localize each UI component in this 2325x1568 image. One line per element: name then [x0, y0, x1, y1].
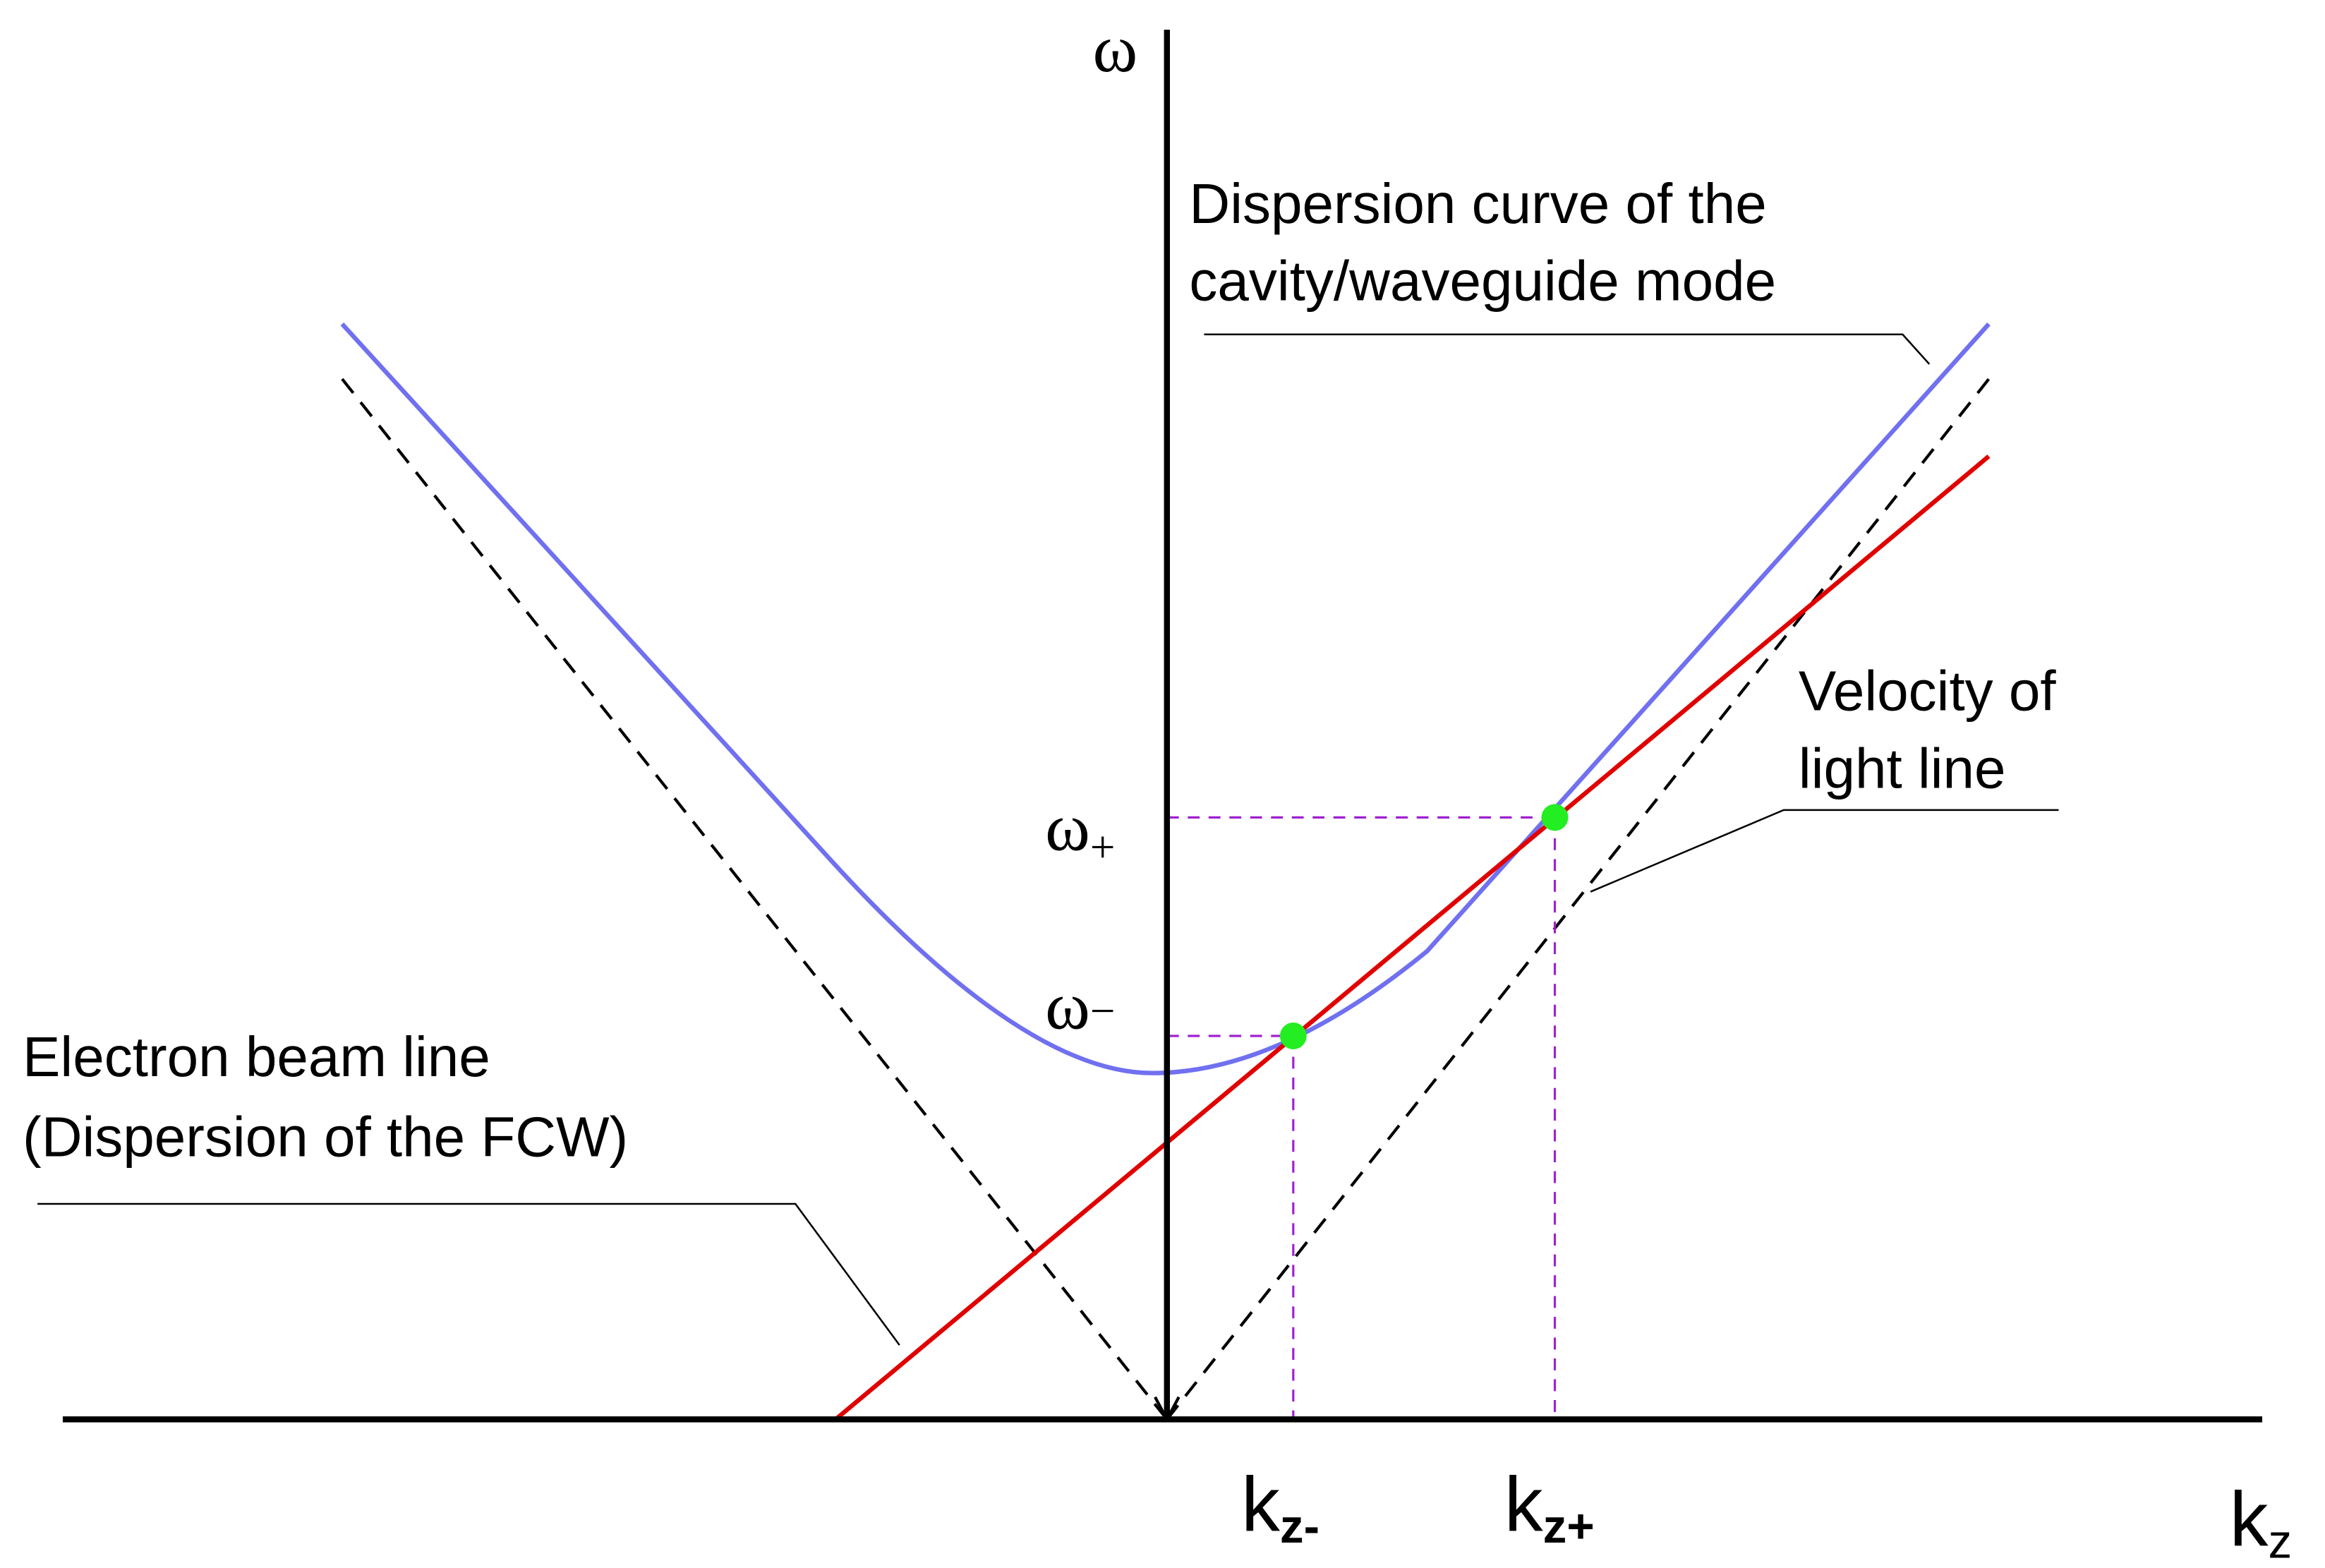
k-plus-label: kz+	[1504, 1461, 1595, 1553]
annotation: (Dispersion of the FCW)	[23, 1106, 628, 1169]
intersection-point	[1279, 1023, 1307, 1049]
light-line-right	[1166, 378, 1991, 1421]
annotation: light line	[1799, 737, 2006, 800]
annotation: Electron beam line	[23, 1025, 490, 1088]
x-axis-label: kz	[2230, 1476, 2292, 1568]
annotation: Dispersion curve of the	[1189, 172, 1766, 235]
beam-line	[834, 454, 1991, 1421]
annotation: cavity/waveguide mode	[1189, 249, 1776, 312]
dispersion-curve	[340, 322, 1991, 1075]
light-line-left	[341, 378, 1168, 1421]
intersection-point	[1541, 804, 1569, 831]
annotation: Velocity of	[1799, 660, 2056, 723]
y-axis-label: ω	[1093, 11, 1138, 86]
omega-plus-label: ω+	[1045, 790, 1115, 872]
leader-lines	[37, 333, 2059, 1346]
k-minus-label: kz-	[1241, 1461, 1319, 1553]
guide-lines	[1166, 816, 1557, 1420]
axis-arrow	[1154, 1396, 1180, 1423]
omega-minus-label: ω−	[1045, 967, 1115, 1043]
